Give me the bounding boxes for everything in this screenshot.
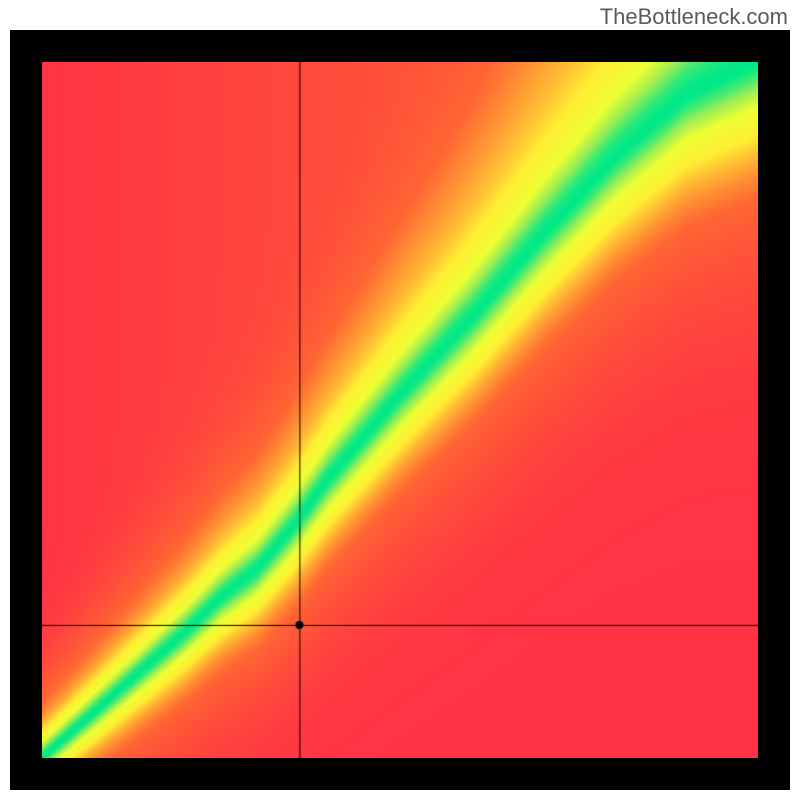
plot-area (42, 62, 758, 758)
chart-container: TheBottleneck.com (0, 0, 800, 800)
plot-frame (10, 30, 790, 790)
heatmap-canvas (42, 62, 758, 758)
watermark-text: TheBottleneck.com (600, 4, 788, 30)
